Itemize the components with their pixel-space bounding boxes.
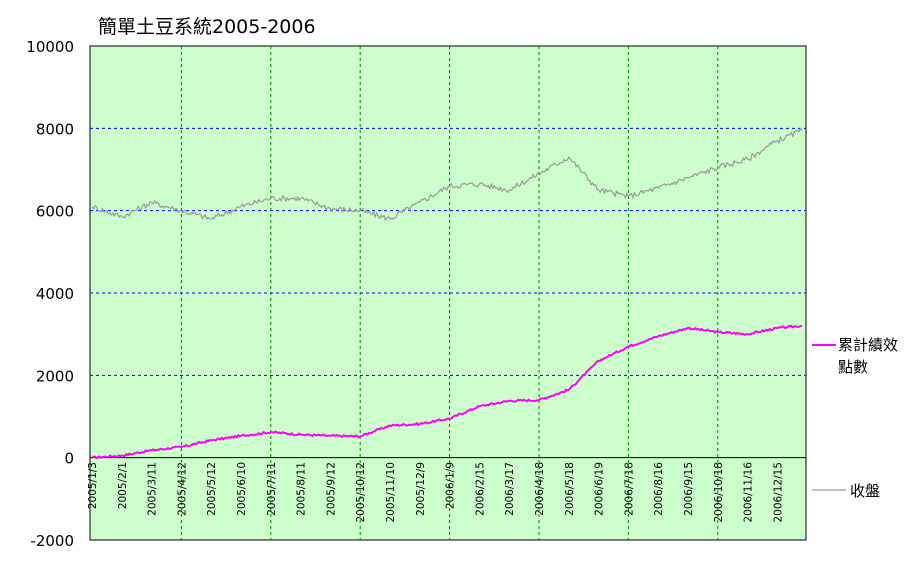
y-tick-label: 8000 — [36, 120, 74, 138]
x-tick-label: 2006/9/15 — [683, 462, 695, 516]
horizontal-gridlines — [90, 127, 806, 376]
legend-swatches — [812, 344, 846, 491]
series-line-1 — [91, 127, 803, 221]
x-tick-label: 2005/4/12 — [176, 462, 188, 516]
x-tick-label: 2006/7/18 — [623, 462, 635, 516]
series-line-0 — [91, 324, 803, 460]
legend-label-close: 收盤 — [850, 482, 881, 500]
x-axis-tick-labels: 2005/1/3 2005/2/1 2005/3/11 2005/4/12 2005/5… — [87, 462, 784, 523]
y-tick-label: 2000 — [36, 367, 74, 385]
vertical-gridlines — [180, 46, 719, 540]
series-lines — [91, 127, 803, 460]
x-tick-label: 2005/3/11 — [147, 462, 159, 516]
y-tick-label: 4000 — [36, 285, 74, 303]
x-tick-label: 2005/8/11 — [296, 462, 308, 516]
x-tick-label: 2005/6/10 — [236, 462, 248, 516]
x-tick-label: 2005/5/12 — [206, 462, 218, 516]
x-tick-label: 2005/10/12 — [355, 462, 367, 523]
x-tick-label: 2006/6/19 — [594, 462, 606, 516]
x-tick-label: 2006/4/18 — [534, 462, 546, 516]
x-tick-label: 2005/7/11 — [266, 462, 278, 516]
x-tick-label: 2006/11/16 — [743, 462, 755, 523]
x-tick-label: 2006/3/17 — [504, 462, 516, 516]
x-tick-label: 2006/2/15 — [474, 462, 486, 516]
y-tick-label: 0 — [64, 450, 74, 468]
x-tick-label: 2006/12/15 — [772, 462, 784, 523]
x-tick-label: 2005/12/9 — [415, 462, 427, 516]
legend-label-cumulative-points: 累計績效點數 — [838, 336, 899, 376]
x-tick-label: 2006/8/16 — [653, 462, 665, 516]
y-tick-label: 10000 — [26, 38, 74, 56]
chart-title: 簡單土豆系統2005-2006 — [98, 16, 316, 38]
y-axis-tick-labels: 10000 8000 6000 4000 2000 0 -2000 — [26, 38, 74, 550]
x-tick-label: 2005/11/10 — [385, 462, 397, 523]
x-tick-label: 2006/10/18 — [713, 462, 725, 523]
x-tick-label: 2005/2/1 — [117, 462, 129, 509]
x-tick-label: 2005/9/12 — [325, 462, 337, 516]
x-tick-label: 2006/1/9 — [445, 462, 457, 509]
x-tick-label: 2005/1/3 — [87, 462, 99, 509]
y-tick-label: -2000 — [30, 532, 74, 550]
y-tick-label: 6000 — [36, 203, 74, 221]
x-tick-label: 2006/5/18 — [564, 462, 576, 516]
